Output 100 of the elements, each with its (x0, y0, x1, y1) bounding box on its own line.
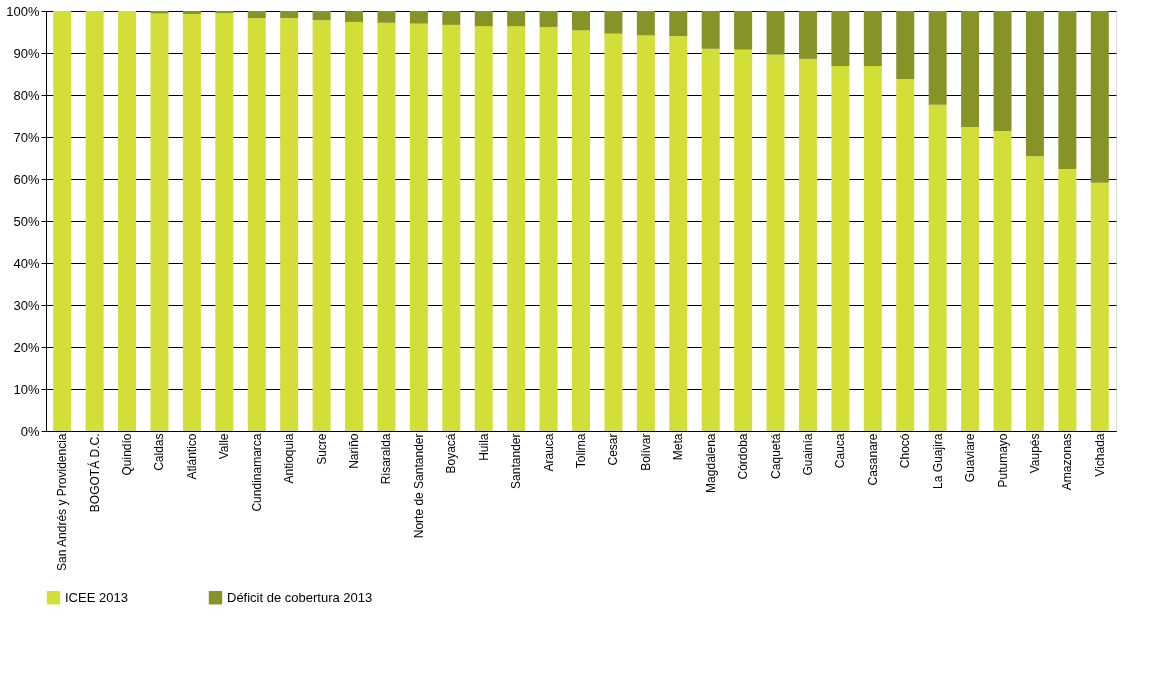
bar (572, 30, 590, 431)
x-tick-label: Tolima (574, 433, 588, 469)
bar (669, 36, 688, 431)
bar (377, 22, 396, 431)
bar (863, 11, 882, 67)
bar (345, 21, 364, 431)
y-tick-label: 100% (6, 3, 40, 19)
legend-label: ICEE 2013 (65, 589, 128, 605)
x-tick-label: Cesar (606, 433, 621, 466)
y-tick-label: 0% (20, 423, 40, 439)
bar (118, 11, 137, 431)
bar (993, 11, 1012, 132)
y-tick-label: 70% (13, 129, 40, 145)
x-tick-label: Arauca (541, 433, 556, 472)
bar (961, 126, 980, 431)
bar (182, 11, 201, 14)
bar (442, 11, 461, 25)
bar (539, 26, 558, 431)
bar (150, 11, 169, 14)
bar (150, 13, 169, 431)
bar (734, 11, 753, 50)
x-tick-label: Vaupés (1027, 433, 1042, 474)
bar (1058, 11, 1077, 169)
x-tick-label: Bolívar (638, 433, 653, 471)
bar (572, 11, 590, 31)
bar (636, 35, 655, 431)
bar (345, 11, 364, 22)
x-tick-label: Córdoba (736, 433, 751, 480)
bar (53, 11, 72, 431)
x-tick-label: Cundinamarca (249, 433, 264, 512)
x-tick-label: Sucre (314, 433, 329, 465)
bar (280, 11, 299, 19)
x-tick-label: Putumayo (995, 433, 1010, 488)
y-tick-label: 90% (13, 45, 40, 61)
bar (766, 11, 785, 55)
bar (928, 11, 947, 105)
x-tick-label: Caquetá (768, 433, 783, 479)
bar (1025, 11, 1044, 157)
x-tick-label: Casanare (865, 433, 880, 486)
bar (507, 11, 526, 27)
bar (377, 11, 396, 23)
bar (474, 26, 493, 431)
x-tick-label: La Guajira (930, 433, 945, 489)
y-tick-label: 30% (13, 297, 40, 313)
x-tick-label: Risaralda (379, 433, 394, 485)
bar (507, 26, 526, 431)
x-tick-label: Amazonas (1060, 433, 1075, 491)
bar (961, 11, 980, 127)
x-tick-label: Antioquia (282, 433, 297, 484)
bar (993, 131, 1012, 431)
y-tick-label: 50% (13, 213, 40, 229)
x-tick-label: Vichada (1092, 433, 1107, 477)
y-tick-label: 10% (13, 381, 40, 397)
bar (312, 11, 331, 21)
x-tick-label: Caldas (152, 433, 167, 471)
bar (1025, 156, 1044, 431)
y-tick-label: 20% (13, 339, 40, 355)
bar (701, 48, 720, 431)
x-tick-label: Meta (671, 433, 686, 461)
x-tick-label: Boyacá (444, 433, 459, 474)
bar (1058, 168, 1077, 431)
bar (766, 54, 785, 431)
bar (474, 11, 493, 27)
x-tick-label: Magdalena (703, 433, 718, 493)
bar (409, 11, 428, 24)
x-tick-label: Santander (509, 433, 524, 489)
bar (409, 23, 428, 431)
x-tick-label: Cauca (833, 433, 848, 469)
bar (636, 11, 655, 36)
x-tick-label: Valle (217, 433, 232, 460)
bar (604, 33, 623, 431)
y-tick-label: 80% (13, 87, 40, 103)
bar (312, 20, 331, 431)
x-tick-label: Guaviare (963, 433, 978, 483)
x-tick-label: Chocó (898, 433, 913, 469)
x-tick-label: Huila (476, 433, 491, 461)
bar (247, 11, 266, 19)
x-tick-label: Quindío (120, 433, 135, 476)
bar (442, 24, 461, 431)
x-tick-label: San Andrés y Providencia (55, 433, 70, 571)
bar (701, 11, 720, 49)
bar (798, 58, 817, 431)
bar (669, 11, 688, 37)
x-tick-label: Atlántico (184, 433, 199, 480)
bar (1090, 182, 1109, 431)
bar (182, 13, 201, 431)
bar (896, 79, 915, 431)
x-tick-label: Nariño (347, 433, 362, 469)
bar (798, 11, 817, 59)
bar (863, 66, 882, 431)
bar (1090, 11, 1109, 183)
bar (928, 104, 947, 431)
bar (247, 18, 266, 431)
bar (831, 11, 850, 67)
bar (604, 11, 623, 34)
bar (734, 49, 753, 431)
bar (280, 18, 299, 431)
bar (539, 11, 558, 27)
bar (85, 11, 104, 431)
bar (831, 66, 850, 431)
